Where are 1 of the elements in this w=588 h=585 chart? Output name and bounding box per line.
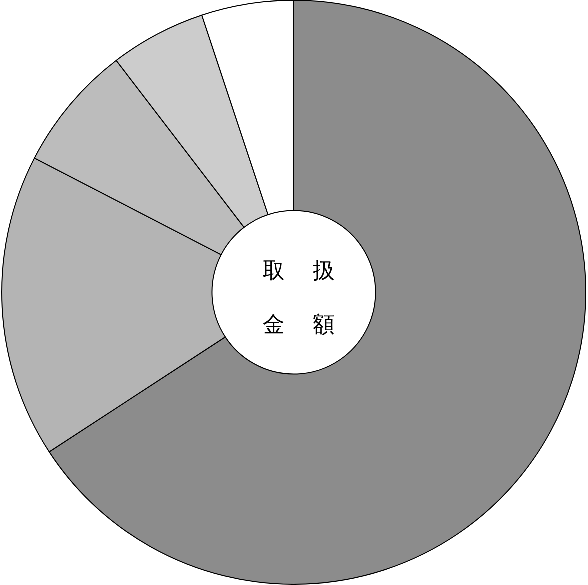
chart-title: 取扱金額 <box>263 258 363 337</box>
